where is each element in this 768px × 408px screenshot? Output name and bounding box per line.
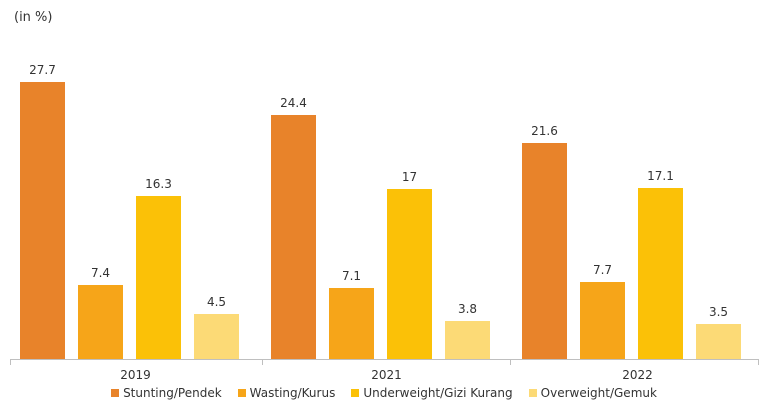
legend-label: Stunting/Pendek: [123, 386, 222, 400]
legend-swatch: [351, 389, 360, 397]
legend-item: Overweight/Gemuk: [528, 383, 657, 403]
legend-label: Underweight/Gizi Kurang: [363, 386, 513, 400]
legend-label: Overweight/Gemuk: [540, 386, 657, 400]
legend: Stunting/Pendek Wasting/Kurus Underweight/…: [0, 383, 768, 403]
data-label-2021-1: 7.1: [342, 269, 361, 283]
bar-2019-1: [78, 285, 123, 359]
data-label-2021-3: 3.8: [458, 302, 477, 316]
data-label-2022-2: 17.1: [647, 169, 674, 183]
bar-2019-2: [136, 196, 181, 359]
legend-swatch: [528, 389, 537, 397]
data-label-2021-2: 17: [402, 170, 417, 184]
category-label-2021: 2021: [371, 368, 402, 380]
category-label-2022: 2022: [622, 368, 653, 380]
bar-2021-0: [271, 115, 316, 359]
category-label-2019: 2019: [120, 368, 151, 380]
bar-2019-0: [20, 82, 65, 359]
bar-2021-2: [387, 189, 432, 359]
legend-swatch: [237, 389, 246, 397]
bar-2022-0: [522, 143, 567, 359]
bar-2022-1: [580, 282, 625, 359]
legend-item: Wasting/Kurus: [237, 383, 336, 403]
data-label-2019-2: 16.3: [145, 177, 172, 191]
data-label-2019-0: 27.7: [29, 63, 56, 77]
chart: (in %) 27.7 7.4 16.3 4.5 24.4 7.1 17 3.8 21.6 7.7…: [10, 10, 759, 380]
data-label-2019-1: 7.4: [91, 266, 110, 280]
data-label-2022-1: 7.7: [593, 263, 612, 277]
bar-2022-2: [638, 188, 683, 359]
bar-2019-3: [194, 314, 239, 359]
data-label-2021-0: 24.4: [280, 96, 307, 110]
bar-2022-3: [696, 324, 741, 359]
bar-2021-3: [445, 321, 490, 359]
data-label-2022-3: 3.5: [709, 305, 728, 319]
data-label-2022-0: 21.6: [531, 124, 558, 138]
data-label-2019-3: 4.5: [207, 295, 226, 309]
x-axis: 2019 2021 2022: [10, 359, 759, 380]
unit-label: (in %): [14, 10, 52, 25]
bar-2021-1: [329, 288, 374, 359]
legend-label: Wasting/Kurus: [249, 386, 336, 400]
legend-item: Underweight/Gizi Kurang: [351, 383, 513, 403]
legend-swatch: [111, 389, 120, 397]
legend-item: Stunting/Pendek: [111, 383, 222, 403]
bars-group: 27.7 7.4 16.3 4.5 24.4 7.1 17 3.8 21.6 7.7 17.1 3.5: [20, 63, 741, 359]
